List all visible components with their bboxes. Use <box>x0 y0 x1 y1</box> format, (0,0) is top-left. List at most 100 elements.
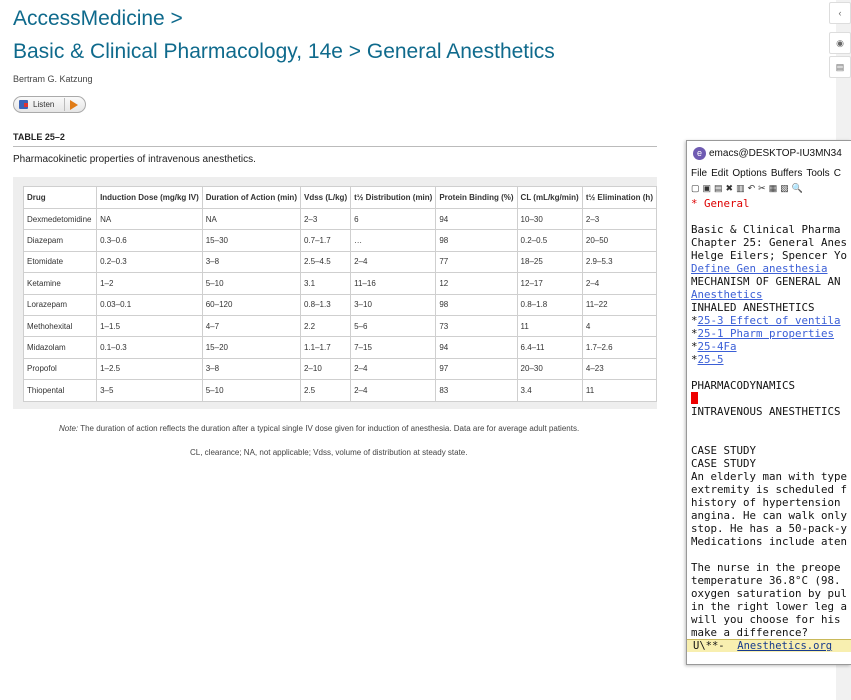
table-cell: 2–4 <box>350 357 437 381</box>
buffer-text: make a difference? <box>691 626 809 639</box>
buffer-text: will you choose for his <box>691 613 841 626</box>
org-link[interactable]: 25-1 Pharm properties <box>697 327 835 340</box>
table-cell: 1.1–1.7 <box>299 336 352 359</box>
emacs-toolbar-icon[interactable]: ▦ <box>768 182 778 193</box>
table-cell: 4–7 <box>201 314 301 338</box>
table-cell: 0.03–0.1 <box>96 293 203 316</box>
buffer-line: make a difference? <box>691 626 851 639</box>
org-link[interactable]: Define Gen anesthesia <box>691 262 828 275</box>
emacs-mode-line: U\**- Anesthetics.org <box>687 639 851 652</box>
listen-button[interactable]: Listen <box>13 96 86 113</box>
buffer-text: temperature 36.8°C (98. <box>691 574 841 587</box>
column-header: t½ Distribution (min) <box>350 186 437 209</box>
emacs-toolbar-icon[interactable]: ✖ <box>725 182 734 193</box>
table-row: Midazolam 0.1–0.3 15–20 1.1–1.7 7–15 94 6.4–11… <box>22 336 658 359</box>
buffer-line: Helge Eilers; Spencer Yo <box>691 249 851 262</box>
emacs-window[interactable]: e emacs@DESKTOP-IU3MN34 File Edit Options B… <box>686 140 851 665</box>
column-header: Induction Dose (mg/kg IV) <box>96 186 203 209</box>
emacs-toolbar-icon[interactable]: ▣ <box>702 182 712 193</box>
emacs-menu-item[interactable]: C <box>833 167 841 179</box>
buffer-line: MECHANISM OF GENERAL AN <box>691 275 851 288</box>
column-header: Drug <box>22 186 98 209</box>
mode-line-status: U\**- <box>693 640 738 652</box>
author-name: Bertram G. Katzung <box>13 74 93 84</box>
column-header: Vdss (L/kg) <box>299 186 352 209</box>
org-link[interactable]: 25-5 <box>697 353 724 366</box>
table-cell: 5–10 <box>201 272 301 295</box>
buffer-line: CASE STUDY <box>691 457 851 470</box>
emacs-menu-item[interactable]: Tools <box>806 167 830 179</box>
table-cell: 6.4–11 <box>516 336 583 359</box>
table-cell: 10–30 <box>516 207 583 231</box>
emacs-menu-item[interactable]: File <box>691 167 708 179</box>
drug-name-cell: Etomidate <box>22 250 98 274</box>
buffer-line: INHALED ANESTHETICS <box>691 301 851 314</box>
buffer-text: CASE STUDY <box>691 444 757 457</box>
buffer-line: Basic & Clinical Pharma <box>691 223 851 236</box>
emacs-toolbar-icon[interactable]: ▥ <box>736 182 745 193</box>
buffer-line <box>691 210 851 223</box>
emacs-toolbar-icon[interactable]: ▤ <box>714 182 723 193</box>
table-row: Lorazepam 0.03–0.1 60–120 0.8–1.3 3–10 98 0.8–… <box>22 293 658 316</box>
emacs-toolbar-icon[interactable]: 🔍 <box>791 182 803 193</box>
emacs-title-bar[interactable]: e emacs@DESKTOP-IU3MN34 <box>687 141 851 165</box>
table-cell: 2.5–4.5 <box>299 250 352 274</box>
table-row: Dexmedetomidine NA NA 2–3 6 94 10–30 2–3 <box>22 207 658 231</box>
emacs-toolbar-icon[interactable]: ▢ <box>691 182 700 193</box>
buffer-line: *25-5 <box>691 353 851 366</box>
table-caption: Pharmacokinetic properties of intravenou… <box>13 154 256 165</box>
buffer-text: Chapter 25: General Anes <box>691 236 848 249</box>
table-row: Thiopental 3–5 5–10 2.5 2–4 83 3.4 11 <box>22 379 658 402</box>
buffer-text: oxygen saturation by pul <box>691 587 848 600</box>
buffer-text: Medications include aten <box>691 535 848 548</box>
emacs-minibuffer[interactable] <box>687 652 851 664</box>
table-cell: 3.1 <box>299 272 352 295</box>
emacs-toolbar-icon[interactable]: ↶ <box>747 182 756 193</box>
table-cell: … <box>350 229 437 252</box>
buffer-line <box>691 548 851 561</box>
buffer-line: CASE STUDY <box>691 444 851 457</box>
emacs-menu-item[interactable]: Edit <box>711 167 729 179</box>
emacs-menu-item[interactable]: Options <box>732 167 767 179</box>
play-icon[interactable] <box>70 100 78 110</box>
table-cell: 97 <box>435 357 518 381</box>
buffer-line: history of hypertension <box>691 496 851 509</box>
chevron-left-icon[interactable]: ‹ <box>829 2 851 24</box>
table-cell: 6 <box>350 207 437 231</box>
table-cell: 2–3 <box>581 207 658 231</box>
eye-icon[interactable]: ◉ <box>829 32 851 54</box>
buffer-line <box>691 366 851 379</box>
buffer-text: stop. He has a 50-pack-y <box>691 522 848 535</box>
emacs-logo-icon: e <box>693 146 706 160</box>
table-cell: 73 <box>435 314 518 338</box>
table-cell: 1–1.5 <box>96 314 203 338</box>
emacs-menu-item[interactable]: Buffers <box>770 167 803 179</box>
emacs-toolbar-icon[interactable]: ▧ <box>780 182 789 193</box>
table-cell: 3–5 <box>96 379 203 402</box>
org-link[interactable]: 25-4Fa <box>697 340 737 353</box>
table-cell: 15–30 <box>201 229 301 252</box>
org-link[interactable]: 25-3 Effect of ventila <box>697 314 841 327</box>
table-cell: 77 <box>435 250 518 274</box>
table-cell: 18–25 <box>516 250 583 274</box>
book-chapter-title[interactable]: Basic & Clinical Pharmacology, 14e > Gen… <box>13 40 555 63</box>
table-row: Etomidate 0.2–0.3 3–8 2.5–4.5 2–4 77 18–25 2.9–… <box>22 250 658 274</box>
table-cell: 2.2 <box>299 314 352 338</box>
table-cell: 0.2–0.3 <box>96 250 203 274</box>
table-row: Diazepam 0.3–0.6 15–30 0.7–1.7… 98 0.2–0.5 20–… <box>22 229 658 252</box>
org-link[interactable]: Anesthetics <box>691 288 763 301</box>
buffer-line: Chapter 25: General Anes <box>691 236 851 249</box>
table-header-row: Drug Induction Dose (mg/kg IV) Duration … <box>22 186 658 209</box>
text-cursor <box>691 392 698 404</box>
site-breadcrumb-link[interactable]: AccessMedicine > <box>13 7 183 30</box>
table-cell: 2–4 <box>350 379 437 402</box>
notes-icon[interactable]: ▤ <box>829 56 851 78</box>
emacs-toolbar-icon[interactable]: ✂ <box>758 182 766 193</box>
buffer-line: * General <box>691 197 851 210</box>
buffer-line <box>691 418 851 431</box>
mode-line-buffer-name[interactable]: Anesthetics.org <box>737 640 833 652</box>
drug-name-cell: Thiopental <box>22 379 98 402</box>
emacs-buffer-text[interactable]: * General Basic & Clinical Pharma Chapter … <box>687 197 851 639</box>
listen-label: Listen <box>33 100 55 109</box>
